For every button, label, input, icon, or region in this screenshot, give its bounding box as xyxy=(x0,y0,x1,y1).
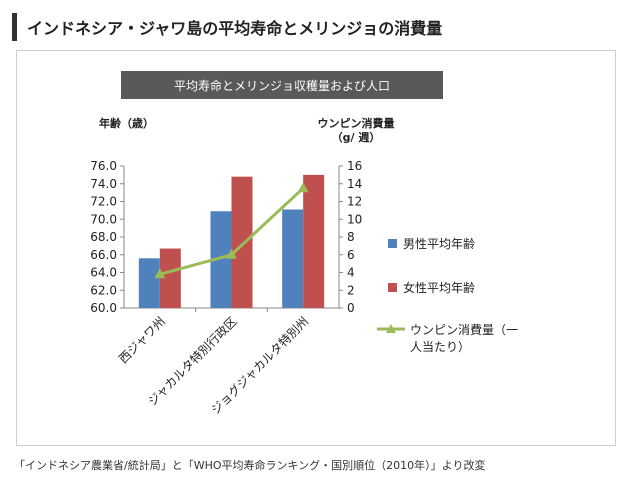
left-tick-label: 72.0 xyxy=(90,195,117,209)
right-axis-title-line2: （g/ 週） xyxy=(332,130,381,144)
x-category-label: 西ジャワ州 xyxy=(116,314,168,366)
legend-label-line-1: ウンピン消費量（一 xyxy=(410,322,518,337)
legend-label-female: 女性平均年齢 xyxy=(403,280,475,295)
right-tick-label: 8 xyxy=(347,230,355,244)
chart: 平均寿命とメリンジョ収穫量および人口 年齢（歳） ウンピン消費量 （g/ 週） … xyxy=(90,71,518,417)
bar-male xyxy=(210,211,232,308)
right-tick-label: 10 xyxy=(347,212,362,226)
right-axis-title-line1: ウンピン消費量 xyxy=(318,116,395,130)
legend-label-line-2: 人当たり） xyxy=(410,340,470,354)
page-heading: インドネシア・ジャワ島の平均寿命とメリンジョの消費量 xyxy=(12,13,627,41)
bar-male xyxy=(138,258,160,308)
line-point-marker xyxy=(154,268,166,279)
left-tick-label: 62.0 xyxy=(90,283,117,297)
legend-swatch-male xyxy=(388,239,397,248)
legend-label-male: 男性平均年齢 xyxy=(403,236,475,251)
bar-female xyxy=(231,176,253,308)
line-point-marker xyxy=(297,182,309,193)
left-tick-label: 76.0 xyxy=(90,159,117,173)
source-caption: 「インドネシア農業省/統計局」と「WHO平均寿命ランキング・国別順位（2010年… xyxy=(14,459,486,472)
right-tick-label: 16 xyxy=(347,159,362,173)
right-tick-label: 14 xyxy=(347,177,362,191)
left-tick-label: 66.0 xyxy=(90,248,117,262)
left-tick-label: 74.0 xyxy=(90,177,117,191)
right-tick-label: 2 xyxy=(347,283,355,297)
right-tick-label: 12 xyxy=(347,195,362,209)
chart-panel: 平均寿命とメリンジョ収穫量および人口 年齢（歳） ウンピン消費量 （g/ 週） … xyxy=(16,50,616,446)
legend-swatch-marker xyxy=(386,324,396,333)
right-tick-label: 0 xyxy=(347,301,355,315)
left-tick-label: 60.0 xyxy=(90,301,117,315)
page-title: インドネシア・ジャワ島の平均寿命とメリンジョの消費量 xyxy=(27,19,443,38)
bar-female xyxy=(303,174,325,308)
left-tick-label: 64.0 xyxy=(90,266,117,280)
chart-title: 平均寿命とメリンジョ収穫量および人口 xyxy=(174,78,390,93)
left-tick-label: 68.0 xyxy=(90,230,117,244)
right-tick-label: 6 xyxy=(347,248,355,262)
left-axis-title: 年齢（歳） xyxy=(99,116,154,130)
bar-male xyxy=(282,209,304,308)
legend-swatch-female xyxy=(388,283,397,292)
right-tick-label: 4 xyxy=(347,266,355,280)
line-point-marker xyxy=(226,248,237,259)
legend: 男性平均年齢 女性平均年齢 ウンピン消費量（一 人当たり） xyxy=(377,236,518,354)
chart-title-bar xyxy=(121,71,443,99)
plot-area: 60.0 62.0 64.0 66.0 68.0 70.0 72.0 74.0 76.0 0 2 4 6… xyxy=(90,159,362,417)
bar-female xyxy=(159,248,181,308)
left-tick-label: 70.0 xyxy=(90,212,117,226)
